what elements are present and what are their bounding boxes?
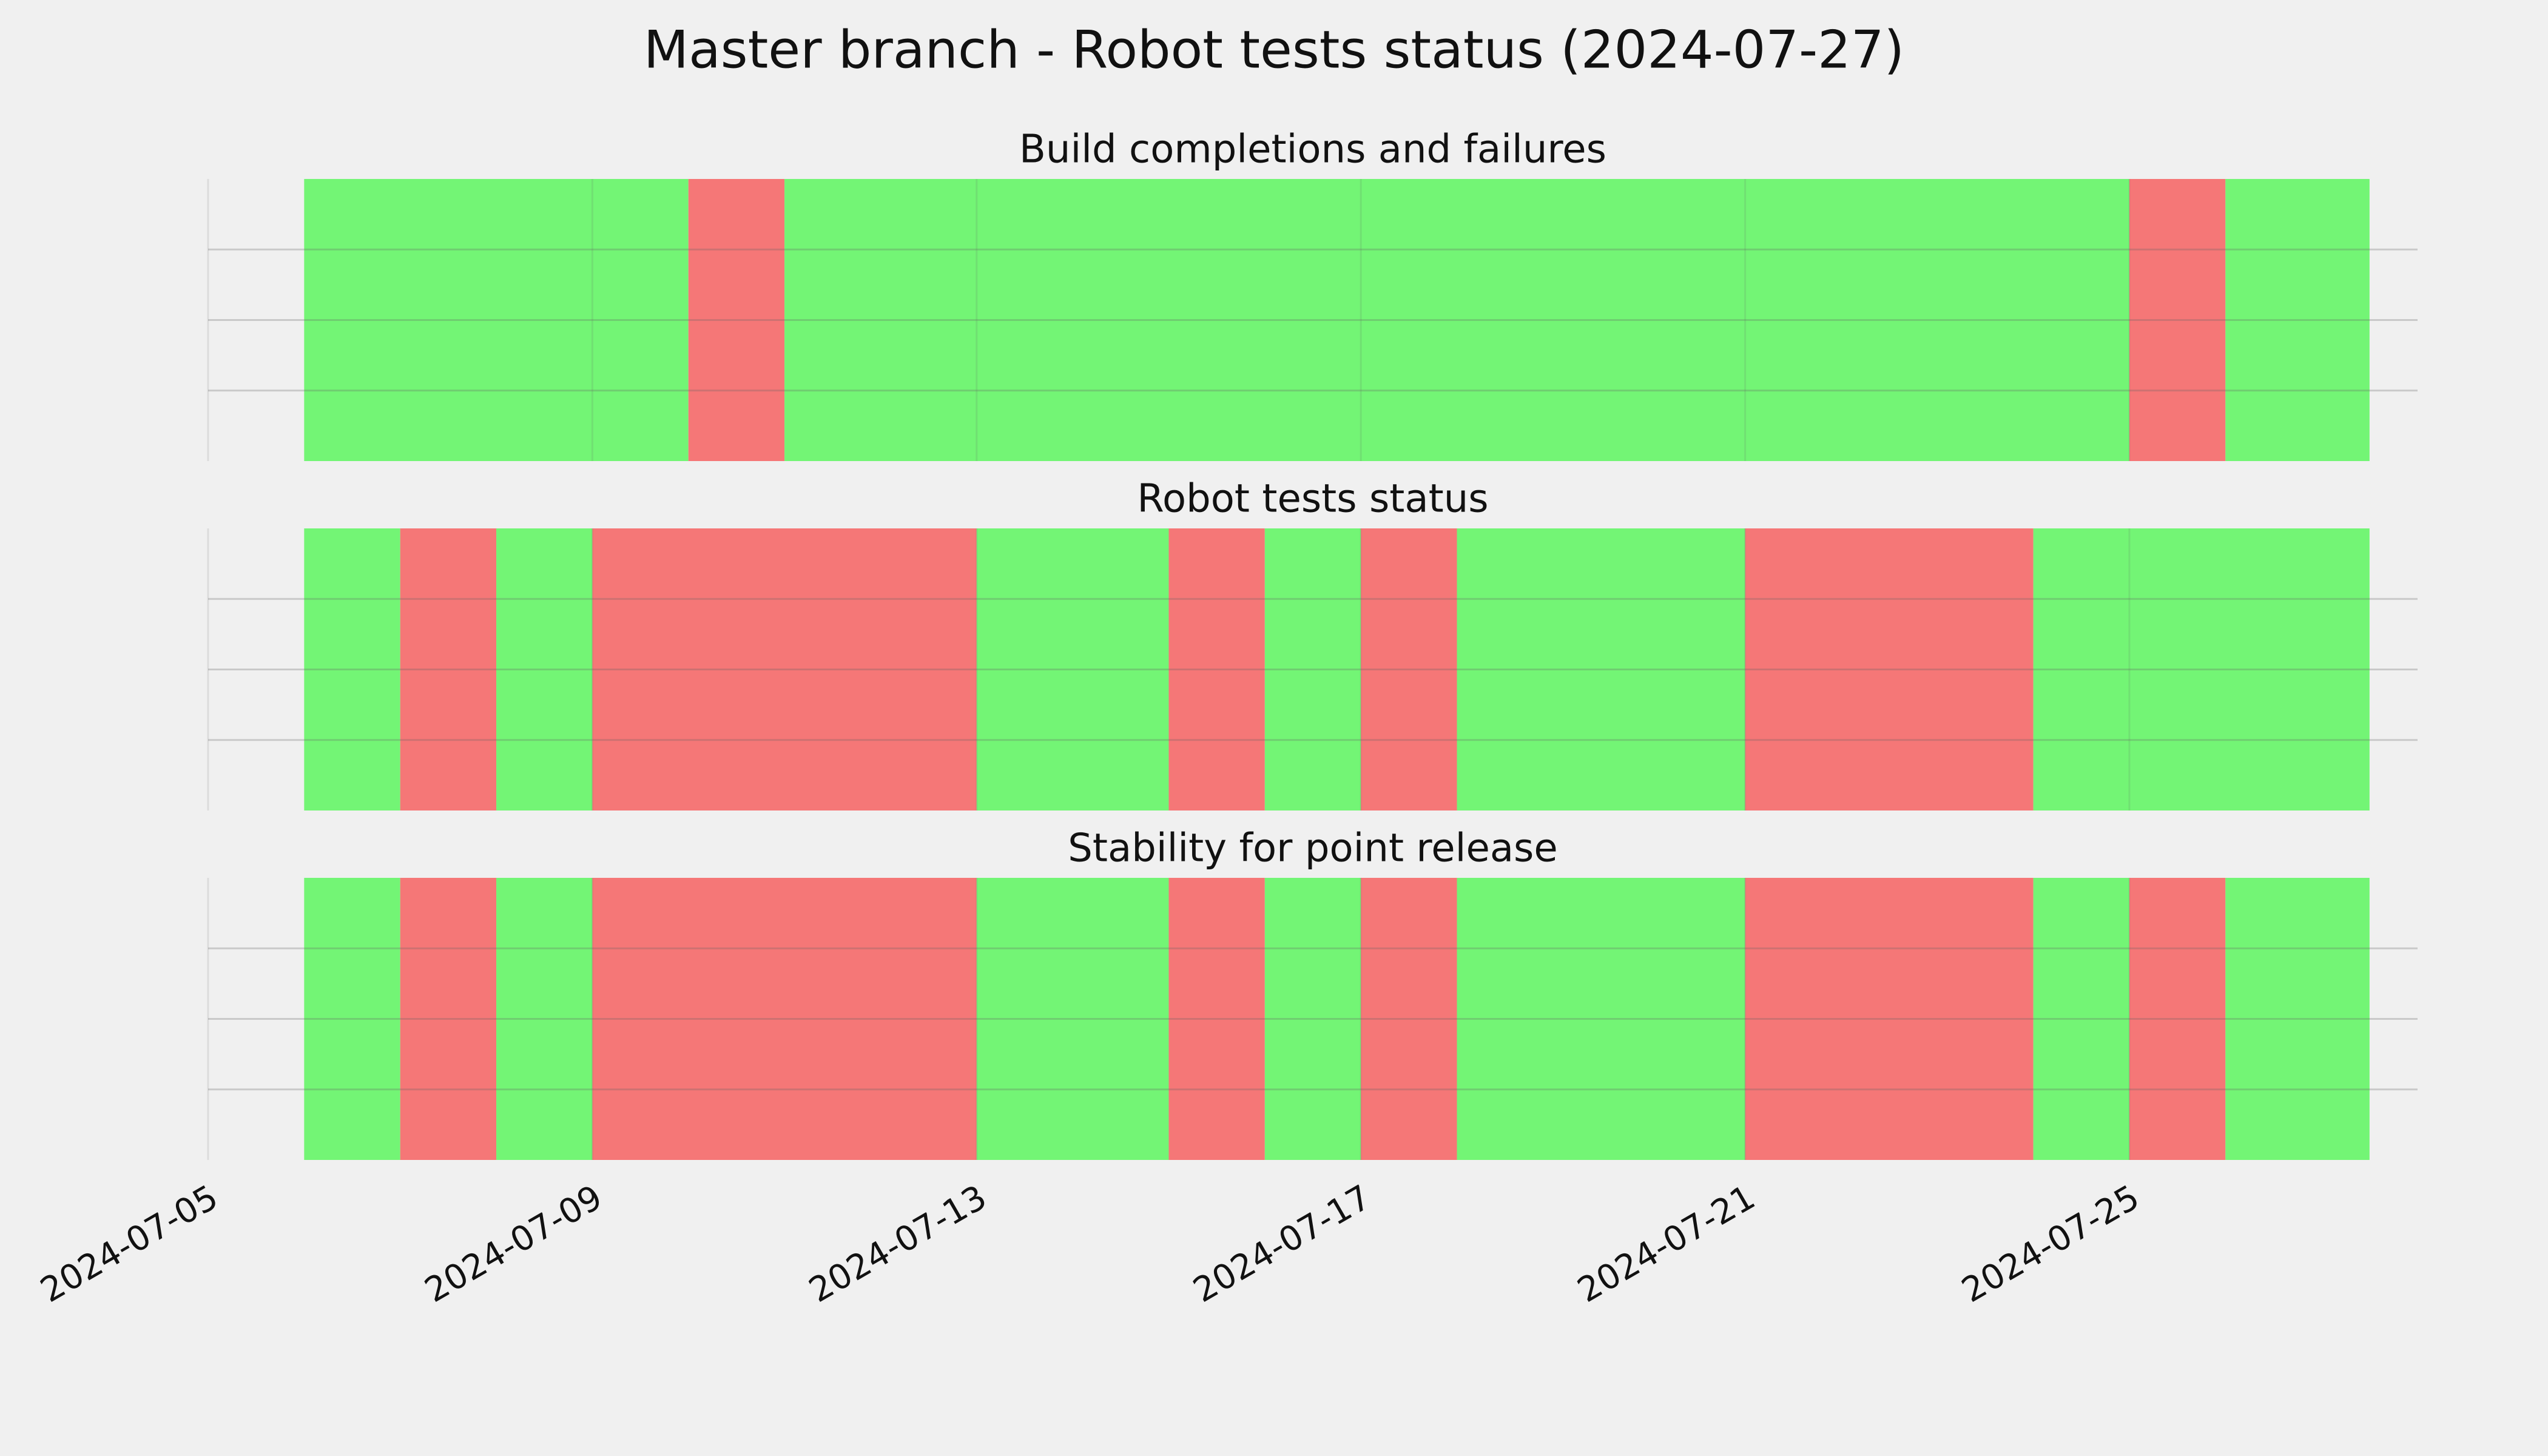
x-tick-label: 2024-07-09	[418, 1178, 608, 1310]
status-segment-success	[1264, 878, 1361, 1160]
status-segment-failure	[1168, 878, 1265, 1160]
x-tick-label: 2024-07-25	[1955, 1178, 2146, 1310]
status-segment-success	[304, 528, 400, 811]
status-segment-success	[2225, 179, 2370, 461]
x-tick-label: 2024-07-13	[803, 1178, 993, 1310]
status-segment-success	[304, 179, 689, 461]
status-segment-success	[496, 528, 593, 811]
status-segment-failure	[1168, 528, 1265, 811]
panel-title: Build completions and failures	[1019, 127, 1606, 172]
status-segment-failure	[400, 528, 497, 811]
status-segment-success	[2225, 878, 2370, 1160]
chart-title: Master branch - Robot tests status (2024…	[644, 19, 1904, 80]
status-segment-failure	[1361, 528, 1457, 811]
x-tick-label: 2024-07-17	[1187, 1178, 1377, 1310]
panel-title: Robot tests status	[1137, 477, 1488, 522]
status-segment-failure	[592, 528, 977, 811]
status-segment-success	[976, 878, 1169, 1160]
status-segment-success	[304, 878, 400, 1160]
status-segment-success	[784, 179, 2129, 461]
status-segment-failure	[2129, 179, 2226, 461]
status-segment-success	[1457, 878, 1745, 1160]
status-segment-failure	[2129, 878, 2226, 1160]
status-segment-failure	[1745, 878, 2034, 1160]
status-segment-success	[1457, 528, 1745, 811]
status-segment-failure	[400, 878, 497, 1160]
status-segment-success	[496, 878, 593, 1160]
x-tick-label: 2024-07-21	[1571, 1178, 1762, 1310]
panel-title: Stability for point release	[1068, 826, 1558, 871]
status-segment-failure	[1361, 878, 1457, 1160]
status-segment-success	[1264, 528, 1361, 811]
status-segment-success	[2033, 878, 2129, 1160]
status-segment-failure	[592, 878, 977, 1160]
status-segment-failure	[1745, 528, 2034, 811]
status-segment-success	[976, 528, 1169, 811]
status-segment-failure	[688, 179, 785, 461]
x-tick-label: 2024-07-05	[34, 1178, 224, 1310]
status-segment-success	[2033, 528, 2370, 811]
